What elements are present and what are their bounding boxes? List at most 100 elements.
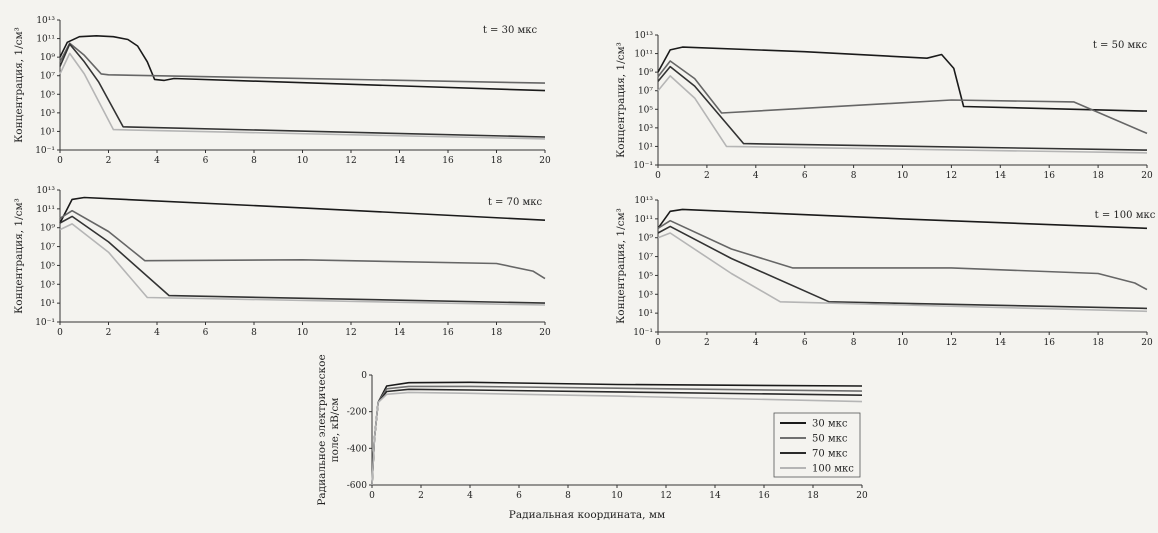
x-tick-label: 0 [655,171,661,181]
y-tick-label: 10⁷ [40,243,55,253]
y-tick-label: 10¹¹ [36,35,55,45]
y-tick-label: 10¹³ [36,16,55,26]
y-tick-label: 0 [361,371,367,381]
y-tick-label: 10¹ [40,299,55,309]
y-tick-label: 10¹³ [634,31,653,41]
series-line-4 [371,391,863,486]
chart-concentration-100: 0 2 4 6 8 10 12 14 16 18 20 10⁻¹ 10¹ 10³ 10⁵ 10⁷ 10⁹ 10¹¹… [615,196,1156,348]
x-tick-label: 4 [467,491,473,501]
y-tick-label: -400 [347,444,367,454]
y-tick-label: 10⁵ [638,105,653,115]
x-tick-label: 20 [1141,171,1153,181]
series-line-4 [657,75,1148,154]
x-tick-label: 12 [946,338,957,348]
y-tick-label: 10⁻¹ [633,328,653,338]
y-tick-label: 10⁵ [638,271,653,281]
y-tick-label: 10¹ [638,309,653,319]
y-tick-label: 10¹³ [36,186,55,196]
x-tick-label: 12 [946,171,957,181]
time-annotation: t = 30 мкс [483,25,538,36]
x-tick-label: 14 [995,171,1007,181]
x-tick-label: 2 [106,328,112,338]
x-tick-label: 12 [345,328,356,338]
x-tick-label: 16 [758,491,770,501]
y-tick-label: 10⁷ [638,87,653,97]
y-tick-label: 10¹ [638,142,653,152]
series-line-4 [59,223,546,306]
x-tick-label: 18 [807,491,819,501]
x-tick-label: 20 [1141,338,1153,348]
x-tick-label: 16 [1043,171,1055,181]
series-line-4 [657,232,1148,313]
y-axis-label: Концентрация, 1/см³ [13,198,25,314]
time-annotation: t = 100 мкс [1095,210,1156,221]
y-tick-label: 10⁷ [40,72,55,82]
x-tick-label: 14 [394,156,406,166]
x-tick-label: 16 [442,328,454,338]
y-tick-label: 10⁻¹ [633,161,653,171]
y-axis-label: поле, кВ/см [329,398,341,463]
x-tick-label: 10 [297,156,309,166]
series-line-4 [59,52,546,140]
y-tick-label: 10³ [40,109,55,119]
chart-radial-field: 0 2 4 6 8 10 12 14 16 18 20 0 -200 -400 -600 Радиальное… [316,354,868,521]
x-tick-label: 18 [1092,338,1104,348]
y-tick-label: 10⁹ [638,68,653,78]
x-tick-label: 16 [442,156,454,166]
y-axis-label: Концентрация, 1/см³ [615,208,627,324]
x-tick-label: 6 [802,171,808,181]
x-tick-label: 0 [57,328,63,338]
series-line-2 [657,60,1148,135]
chart-concentration-70: 0 2 4 6 8 10 12 14 16 18 20 10⁻¹ 10¹ 10³ 10⁵ 10⁷ 10⁹ 10¹¹… [13,186,551,338]
x-tick-label: 10 [611,491,623,501]
x-tick-label: 18 [491,156,503,166]
series-line-2 [59,42,546,84]
x-tick-label: 2 [704,171,710,181]
series-line-3 [59,43,546,138]
series-line-3 [59,215,546,304]
legend-label: 30 мкс [812,419,848,430]
x-tick-label: 6 [203,156,209,166]
x-tick-label: 16 [1043,338,1055,348]
chart-concentration-30: 0 2 4 6 8 10 12 14 16 18 20 10⁻¹ 10¹ 10³ 10⁵ 10⁷ 10⁹ 10¹¹… [13,16,551,166]
x-tick-label: 8 [251,328,257,338]
x-tick-label: 0 [655,338,661,348]
y-tick-label: 10⁻¹ [35,318,55,328]
x-tick-label: 4 [154,156,160,166]
x-tick-label: 10 [297,328,309,338]
x-tick-label: 8 [565,491,571,501]
series-line-1 [657,208,1148,230]
y-tick-label: 10¹ [40,127,55,137]
series-line-3 [657,65,1148,151]
x-tick-label: 4 [154,328,160,338]
x-tick-label: 8 [851,338,857,348]
y-tick-label: 10¹³ [634,196,653,206]
x-tick-label: 14 [995,338,1007,348]
series-line-3 [657,225,1148,310]
x-tick-label: 20 [539,156,551,166]
x-tick-label: 18 [1092,171,1104,181]
x-tick-label: 8 [251,156,257,166]
x-tick-label: 14 [394,328,406,338]
series-line-1 [59,35,546,92]
x-tick-label: 6 [203,328,209,338]
y-tick-label: 10³ [638,124,653,134]
series-line-2 [59,209,546,280]
y-tick-label: -200 [347,408,367,418]
y-axis-label: Концентрация, 1/см³ [13,27,25,143]
x-axis-label: Радиальная координата, мм [509,509,665,521]
y-axis-label: Концентрация, 1/см³ [615,42,627,158]
y-tick-label: 10⁹ [638,234,653,244]
legend-label: 50 мкс [812,434,848,445]
y-tick-label: 10¹¹ [634,50,653,60]
x-tick-label: 0 [57,156,63,166]
chart-concentration-50: 0 2 4 6 8 10 12 14 16 18 20 10⁻¹ 10¹ 10³ 10⁵ 10⁷ 10⁹ 10¹¹… [615,31,1153,181]
series-line-1 [59,196,546,224]
x-tick-label: 12 [345,156,356,166]
y-tick-label: 10⁷ [638,253,653,263]
time-annotation: t = 50 мкс [1093,40,1148,51]
y-tick-label: 10¹¹ [634,215,653,225]
x-tick-label: 14 [709,491,721,501]
y-tick-label: 10³ [638,290,653,300]
